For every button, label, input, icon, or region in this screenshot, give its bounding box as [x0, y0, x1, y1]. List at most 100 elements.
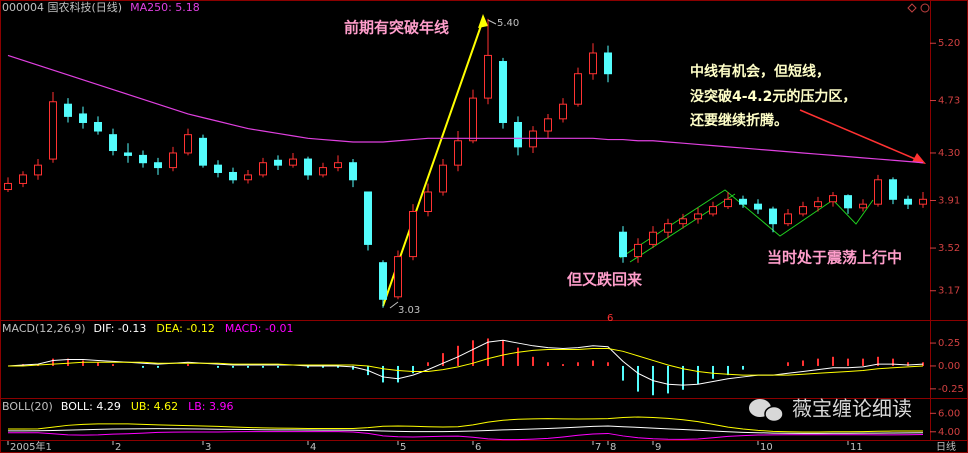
candle-body	[904, 198, 912, 205]
series-line	[8, 431, 924, 441]
watermark: 薇宝缠论细读	[792, 397, 912, 421]
y-tick-label: 4.73	[938, 96, 960, 107]
annotation: 但又跌回来	[566, 271, 643, 289]
panel-title: MACD(12,26,9)	[2, 322, 86, 335]
y-tick-label: 3.17	[938, 286, 960, 297]
candle-body	[529, 130, 537, 148]
candle-body	[394, 256, 402, 298]
x-tick-label: 10	[760, 442, 773, 453]
legend-entry: DIF: -0.13	[94, 322, 147, 335]
candle-body	[769, 208, 777, 225]
candle-body	[679, 218, 687, 225]
y-tick-label: -0.25	[938, 384, 964, 395]
annotation: 中线有机会，但短线，	[690, 63, 830, 80]
candle-body	[754, 203, 762, 210]
legend-entry: LB: 3.96	[188, 400, 233, 413]
low-label: 3.03	[398, 305, 420, 316]
panel-title: BOLL(20)	[2, 400, 53, 413]
x-tick-label: 7	[595, 442, 601, 453]
period-label: 日线	[936, 440, 956, 453]
x-tick-label: 11	[850, 442, 863, 453]
candle-body	[64, 103, 72, 117]
series-line	[7, 54, 924, 164]
candle-body	[19, 174, 27, 184]
annotation: 还要继续折腾。	[689, 112, 788, 129]
candle-body	[724, 198, 732, 208]
candle-body	[274, 159, 282, 166]
x-tick-label: 3	[205, 442, 211, 453]
candle-body	[814, 201, 822, 208]
candle-body	[634, 243, 642, 258]
candle-body	[574, 73, 582, 105]
candle-body	[694, 213, 702, 220]
candle-body	[244, 174, 252, 181]
candle-body	[484, 54, 492, 99]
candle-body	[889, 179, 897, 200]
candle-body	[409, 210, 417, 258]
watermark-icon	[749, 399, 784, 423]
x-tick-label: 2	[115, 442, 121, 453]
candle-body	[199, 137, 207, 166]
candle-body	[859, 203, 867, 209]
panel-title: 000004 国农科技(日线)	[2, 0, 122, 14]
candle-body	[919, 198, 927, 205]
candle-body	[799, 206, 807, 215]
top-icons	[907, 3, 930, 13]
candle-body	[844, 195, 852, 209]
y-tick-label: 3.52	[938, 243, 960, 254]
candle-body	[664, 223, 672, 233]
candle-body	[109, 134, 117, 152]
candle-body	[454, 140, 462, 166]
y-tick-label: 3.91	[938, 196, 960, 207]
candle-body	[319, 167, 327, 176]
legend-entry: BOLL: 4.29	[61, 400, 121, 413]
x-tick-label: 4	[310, 442, 316, 453]
candle-body	[514, 121, 522, 148]
candle-body	[439, 164, 447, 193]
candle-body	[304, 158, 312, 176]
candle-body	[289, 158, 297, 166]
x-tick-label: 5	[400, 442, 406, 453]
candle-body	[139, 154, 147, 164]
annotation: 前期有突破年线	[344, 19, 449, 37]
candle-body	[424, 191, 432, 212]
candle-body	[259, 162, 267, 176]
candle-body	[154, 162, 162, 169]
series-line	[8, 348, 924, 376]
marker-label: 6	[607, 313, 613, 324]
legend-entry: MA250: 5.18	[130, 1, 200, 14]
candle-body	[169, 152, 177, 169]
annotation: 当时处于震荡上行中	[767, 249, 902, 267]
y-tick-label: 0.25	[938, 338, 960, 349]
candle-body	[124, 152, 132, 156]
y-tick-label: 6.00	[938, 408, 960, 419]
x-tick-label: 2005年1	[10, 440, 52, 453]
y-tick-label: 0.00	[938, 361, 960, 372]
candle-body	[499, 61, 507, 123]
candle-body	[619, 231, 627, 258]
candle-body	[4, 182, 12, 191]
candle-body	[544, 118, 552, 132]
candle-body	[229, 171, 237, 181]
candle-body	[79, 113, 87, 123]
candle-body	[469, 97, 477, 142]
candle-body	[604, 52, 612, 75]
candle-body	[739, 198, 747, 205]
candle-body	[349, 162, 357, 181]
candle-body	[184, 134, 192, 154]
legend-entry: DEA: -0.12	[156, 322, 214, 335]
x-tick-label: 8	[610, 442, 616, 453]
candle-body	[649, 231, 657, 245]
series-line	[8, 416, 923, 433]
legend-entry: UB: 4.62	[131, 400, 178, 413]
x-tick-label: 6	[475, 442, 481, 453]
high-label: 5.40	[497, 18, 519, 29]
candle-body	[94, 121, 102, 132]
candle-body	[49, 101, 57, 160]
candle-body	[364, 191, 372, 245]
y-tick-label: 5.20	[938, 38, 960, 49]
y-tick-label: 4.00	[938, 427, 960, 438]
candle-body	[709, 206, 717, 215]
candle-body	[829, 195, 837, 203]
